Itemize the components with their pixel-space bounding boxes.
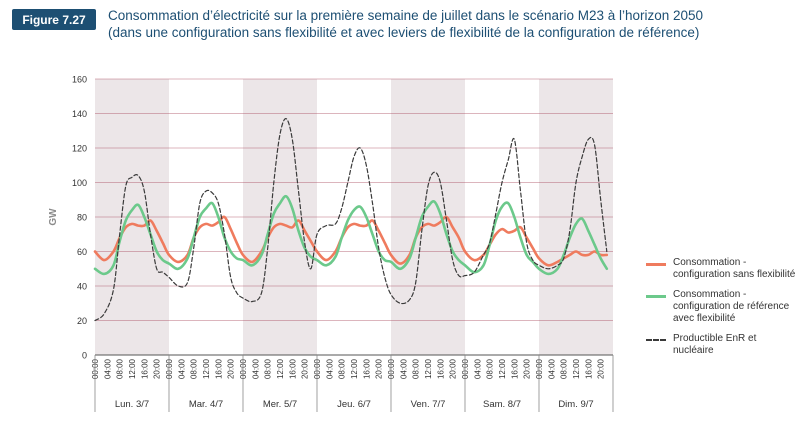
x-tick-label-7-2000: 20:00 [597, 358, 606, 379]
x-tick-label-5-2000: 20:00 [449, 358, 458, 379]
x-tick-label-3-1600: 16:00 [288, 358, 297, 379]
day-label-2: Mar. 4/7 [189, 399, 223, 410]
legend-item-reference-flexibilite: Consommation - configuration de référenc… [646, 289, 796, 325]
y-tick-label-0: 0 [82, 351, 87, 361]
x-tick-label-3-0800: 08:00 [264, 358, 273, 379]
legend-label-productible: Productible EnR et nucléaire [673, 333, 757, 356]
x-tick-label-2-0800: 08:00 [190, 358, 199, 379]
day-label-3: Mer. 5/7 [263, 399, 297, 410]
x-tick-label-2-1600: 16:00 [214, 358, 223, 379]
x-tick-label-6-1200: 12:00 [498, 358, 507, 379]
figure-title-line-2: (dans une configuration sans flexibilité… [108, 25, 700, 40]
chart-legend: Consommation - configuration sans flexib… [646, 257, 796, 365]
x-tick-label-4-2000: 20:00 [375, 358, 384, 379]
legend-item-sans-flexibilite: Consommation - configuration sans flexib… [646, 257, 796, 281]
y-tick-label-120: 120 [72, 144, 87, 154]
x-tick-label-5-1600: 16:00 [436, 358, 445, 379]
x-tick-label-3-0000: 00:00 [239, 358, 248, 379]
legend-swatch-productible [646, 339, 666, 341]
figure-title-line-1: Consommation d’électricité sur la premiè… [108, 8, 704, 23]
y-tick-label-140: 140 [72, 109, 87, 119]
x-tick-label-5-1200: 12:00 [424, 358, 433, 379]
y-axis-label: GW [48, 208, 59, 226]
x-tick-label-7-0400: 04:00 [547, 358, 556, 379]
legend-swatch-sans-flexibilite [646, 263, 666, 266]
series-line-productible [94, 118, 608, 322]
legend-swatch-reference-flexibilite [646, 295, 666, 298]
day-label-4: Jeu. 6/7 [337, 399, 371, 410]
x-tick-label-1-0400: 04:00 [103, 358, 112, 379]
x-tick-label-4-0800: 08:00 [338, 358, 347, 379]
series-line-sans-flexibilite [93, 215, 609, 267]
figure-title: Consommation d’électricité sur la premiè… [108, 7, 788, 41]
x-tick-label-3-0400: 04:00 [251, 358, 260, 379]
y-tick-label-60: 60 [77, 247, 87, 257]
x-tick-label-1-1600: 16:00 [140, 358, 149, 379]
legend-item-productible: Productible EnR et nucléaire [646, 333, 796, 357]
x-tick-label-6-0400: 04:00 [473, 358, 482, 379]
x-tick-label-5-0000: 00:00 [387, 358, 396, 379]
x-tick-label-6-2000: 20:00 [523, 358, 532, 379]
x-tick-label-4-1600: 16:00 [362, 358, 371, 379]
x-tick-label-7-0000: 00:00 [535, 358, 544, 379]
day-label-7: Dim. 9/7 [558, 399, 593, 410]
x-tick-label-7-0800: 08:00 [560, 358, 569, 379]
y-tick-label-100: 100 [72, 178, 87, 188]
x-tick-label-7-1600: 16:00 [584, 358, 593, 379]
x-tick-label-1-0800: 08:00 [116, 358, 125, 379]
x-tick-label-5-0400: 04:00 [399, 358, 408, 379]
x-tick-label-7-1200: 12:00 [572, 358, 581, 379]
x-tick-label-2-1200: 12:00 [202, 358, 211, 379]
day-label-1: Lun. 3/7 [115, 399, 149, 410]
x-tick-label-1-0000: 00:00 [91, 358, 100, 379]
x-tick-label-1-1200: 12:00 [128, 358, 137, 379]
series-line-reference-flexibilite [93, 194, 609, 276]
legend-label-reference-flexibilite: Consommation - configuration de référenc… [673, 289, 790, 324]
x-tick-label-4-1200: 12:00 [350, 358, 359, 379]
x-tick-label-6-0800: 08:00 [486, 358, 495, 379]
y-tick-label-80: 80 [77, 213, 87, 223]
x-tick-label-4-0000: 00:00 [313, 358, 322, 379]
x-tick-label-5-0800: 08:00 [412, 358, 421, 379]
y-tick-label-160: 160 [72, 75, 87, 85]
figure-badge: Figure 7.27 [12, 9, 96, 30]
x-tick-label-1-2000: 20:00 [153, 358, 162, 379]
x-tick-label-6-1600: 16:00 [510, 358, 519, 379]
y-tick-label-40: 40 [77, 282, 87, 292]
x-tick-label-3-2000: 20:00 [301, 358, 310, 379]
x-tick-label-2-0400: 04:00 [177, 358, 186, 379]
y-tick-label-20: 20 [77, 316, 87, 326]
day-label-6: Sam. 8/7 [483, 399, 521, 410]
legend-label-sans-flexibilite: Consommation - configuration sans flexib… [673, 257, 796, 280]
x-tick-label-3-1200: 12:00 [276, 358, 285, 379]
x-tick-label-6-0000: 00:00 [461, 358, 470, 379]
x-tick-label-2-0000: 00:00 [165, 358, 174, 379]
day-label-5: Ven. 7/7 [411, 399, 446, 410]
x-tick-label-2-2000: 20:00 [227, 358, 236, 379]
x-tick-label-4-0400: 04:00 [325, 358, 334, 379]
